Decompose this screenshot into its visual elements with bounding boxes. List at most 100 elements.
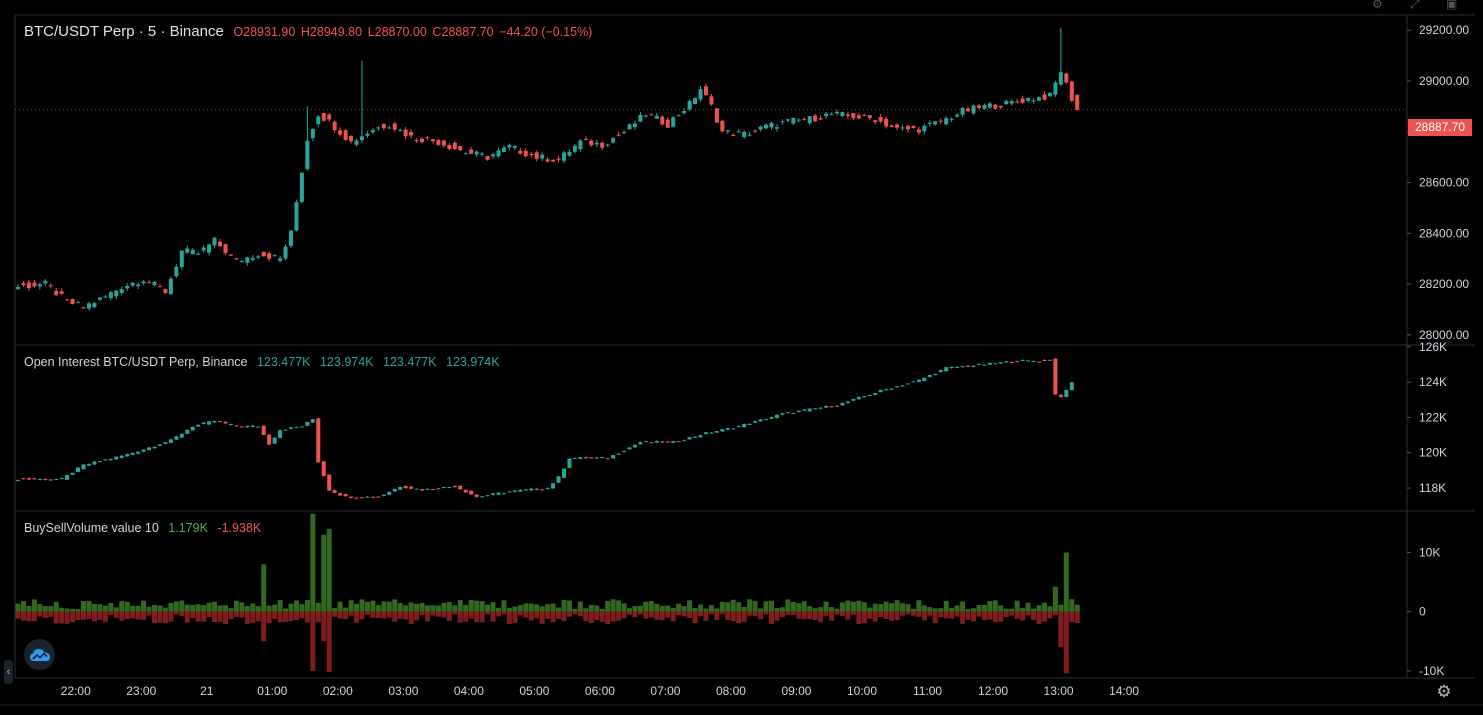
sell-volume-bar — [48, 611, 54, 617]
bsv-title[interactable]: BuySellVolume value 10 — [24, 521, 159, 535]
camera-icon[interactable]: ▣ — [1446, 0, 1458, 11]
buy-volume-bar — [184, 604, 190, 612]
price-candle — [873, 120, 878, 123]
buy-volume-bar — [364, 601, 370, 612]
tradingview-logo-icon[interactable] — [24, 639, 55, 670]
sell-volume-bar — [293, 611, 299, 621]
buy-volume-bar — [741, 606, 747, 612]
sell-volume-bar — [113, 611, 119, 619]
buy-volume-bar — [124, 601, 130, 612]
price-candle — [638, 114, 643, 122]
sell-volume-bar — [741, 611, 747, 622]
sell-volume-bar — [785, 611, 791, 615]
buy-volume-bar — [692, 608, 698, 612]
buy-volume-bar — [916, 600, 922, 612]
price-candle — [381, 124, 386, 129]
oi-candle — [1026, 360, 1031, 362]
oi-candle — [622, 451, 627, 453]
buy-volume-bar — [392, 599, 398, 612]
price-candle — [938, 120, 943, 122]
buy-volume-bar — [605, 600, 611, 612]
sell-volume-bar — [485, 611, 491, 615]
sell-volume-bar — [692, 611, 698, 624]
sell-volume-bar — [212, 611, 218, 623]
oi-candle — [556, 476, 561, 483]
buy-volume-bar — [856, 600, 862, 612]
price-candle — [572, 145, 577, 152]
oi-title[interactable]: Open Interest BTC/USDT Perp, Binance — [24, 355, 248, 369]
price-candle — [359, 136, 364, 141]
price-candle — [671, 117, 676, 127]
price-candle — [403, 129, 408, 137]
oi-candle — [409, 486, 414, 489]
sell-volume-bar — [474, 611, 480, 623]
oi-candle — [125, 454, 130, 457]
price-candle — [895, 124, 900, 128]
oi-candle — [174, 436, 179, 440]
oi-candle — [21, 478, 26, 480]
oi-candle — [676, 441, 681, 443]
sell-volume-bar — [370, 611, 376, 618]
oi-candle — [474, 494, 479, 497]
buy-volume-bar — [616, 600, 622, 612]
oi-candle — [512, 490, 517, 492]
sell-volume-bar — [20, 611, 26, 621]
buy-volume-bar — [637, 605, 643, 612]
buy-volume-bar — [141, 600, 147, 612]
oi-candle — [261, 425, 266, 436]
buy-volume-bar — [332, 607, 338, 612]
symbol-title[interactable]: BTC/USDT Perp · 5 · Binance — [24, 23, 224, 40]
buy-volume-bar — [20, 601, 26, 612]
sell-volume-bar — [539, 611, 545, 624]
collapse-panel-button[interactable]: ‹ — [4, 660, 13, 684]
price-candle — [649, 114, 654, 116]
buy-volume-bar — [583, 608, 589, 612]
buy-volume-bar — [108, 603, 114, 612]
oi-candle — [1020, 360, 1025, 362]
oi-candle — [878, 390, 883, 393]
oi-candle — [190, 426, 195, 431]
buy-volume-bar — [97, 604, 103, 612]
sell-volume-bar — [452, 611, 458, 615]
oi-candle — [780, 413, 785, 415]
oi-candle — [32, 478, 37, 480]
price-candle — [43, 280, 48, 284]
sell-volume-bar — [403, 611, 409, 620]
oi-candle — [714, 431, 719, 433]
fullscreen-icon[interactable]: ⤢ — [1410, 0, 1420, 11]
buy-volume-bar — [545, 604, 551, 612]
price-candle — [370, 130, 375, 133]
price-candle — [1026, 97, 1031, 101]
buy-volume-bar — [272, 604, 278, 612]
oi-candle — [600, 457, 605, 459]
price-candle — [196, 253, 201, 255]
price-candle — [769, 122, 774, 128]
oi-candle — [485, 495, 490, 497]
sell-volume-bar — [637, 611, 643, 615]
buy-volume-bar — [206, 602, 212, 612]
settings-gear-icon[interactable]: ⚙ — [1436, 682, 1452, 701]
buy-volume-bar — [845, 600, 851, 612]
buy-volume-bar — [665, 605, 671, 612]
axis-tick-label: 29000.00 — [1419, 74, 1469, 88]
price-candle — [534, 152, 539, 159]
price-candle — [802, 118, 807, 120]
buy-volume-bar — [539, 606, 545, 612]
oi-candle — [310, 419, 315, 423]
price-candle — [157, 286, 162, 288]
oi-candle — [1009, 361, 1014, 363]
toolbar-partial-icon[interactable]: ⚙ — [1372, 0, 1383, 11]
oi-candle — [911, 381, 916, 383]
sell-volume-bar — [883, 611, 889, 620]
buy-volume-bar — [430, 605, 436, 612]
oi-candle — [955, 366, 960, 368]
buy-volume-bar — [146, 606, 152, 612]
buy-volume-bar — [119, 601, 125, 612]
sell-volume-bar — [878, 611, 884, 617]
price-candle — [818, 118, 823, 120]
sell-volume-bar — [889, 611, 895, 621]
oi-candle — [441, 486, 446, 488]
price-candle — [474, 151, 479, 155]
price-candle — [583, 138, 588, 140]
